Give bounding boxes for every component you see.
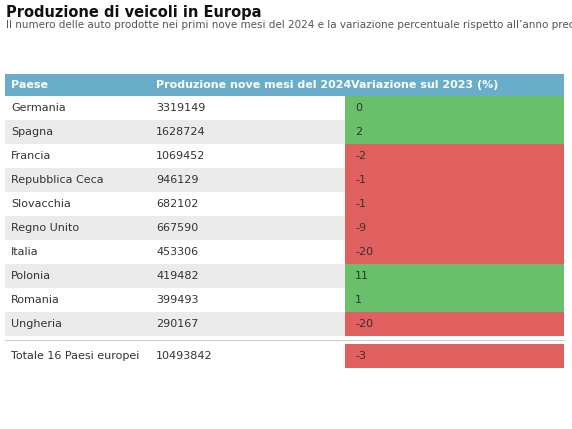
FancyBboxPatch shape [345, 288, 564, 312]
Text: 11: 11 [355, 271, 369, 281]
Text: Variazione sul 2023 (%): Variazione sul 2023 (%) [351, 80, 498, 90]
Text: 10493842: 10493842 [156, 351, 213, 361]
FancyBboxPatch shape [5, 264, 345, 288]
Text: Spagna: Spagna [11, 127, 53, 137]
FancyBboxPatch shape [5, 74, 564, 96]
Text: -20: -20 [355, 247, 373, 257]
Text: Il numero delle auto prodotte nei primi nove mesi del 2024 e la variazione perce: Il numero delle auto prodotte nei primi … [6, 20, 572, 30]
Text: -9: -9 [355, 223, 366, 233]
FancyBboxPatch shape [345, 264, 564, 288]
Text: Totale 16 Paesi europei: Totale 16 Paesi europei [11, 351, 140, 361]
FancyBboxPatch shape [5, 96, 345, 120]
FancyBboxPatch shape [5, 192, 345, 216]
FancyBboxPatch shape [345, 344, 564, 368]
Text: 2: 2 [355, 127, 362, 137]
FancyBboxPatch shape [5, 288, 345, 312]
Text: 3319149: 3319149 [156, 103, 205, 113]
Text: -20: -20 [355, 319, 373, 329]
Text: Paese: Paese [11, 80, 48, 90]
Text: Ungheria: Ungheria [11, 319, 62, 329]
Text: Produzione nove mesi del 2024: Produzione nove mesi del 2024 [156, 80, 351, 90]
FancyBboxPatch shape [5, 240, 345, 264]
Text: Italia: Italia [11, 247, 39, 257]
FancyBboxPatch shape [345, 240, 564, 264]
Text: -3: -3 [355, 351, 366, 361]
Text: 453306: 453306 [156, 247, 198, 257]
FancyBboxPatch shape [345, 96, 564, 120]
Text: 1628724: 1628724 [156, 127, 205, 137]
FancyBboxPatch shape [345, 168, 564, 192]
FancyBboxPatch shape [345, 120, 564, 144]
FancyBboxPatch shape [345, 312, 564, 336]
Text: Regno Unito: Regno Unito [11, 223, 79, 233]
Text: 399493: 399493 [156, 295, 198, 305]
FancyBboxPatch shape [5, 144, 345, 168]
FancyBboxPatch shape [5, 344, 345, 368]
Text: 1: 1 [355, 295, 362, 305]
FancyBboxPatch shape [345, 144, 564, 168]
Text: Repubblica Ceca: Repubblica Ceca [11, 175, 104, 185]
Text: Germania: Germania [11, 103, 66, 113]
Text: Produzione di veicoli in Europa: Produzione di veicoli in Europa [6, 5, 261, 20]
Text: -2: -2 [355, 151, 366, 161]
FancyBboxPatch shape [345, 216, 564, 240]
Text: Polonia: Polonia [11, 271, 51, 281]
Text: 946129: 946129 [156, 175, 198, 185]
FancyBboxPatch shape [5, 120, 345, 144]
Text: -1: -1 [355, 199, 366, 209]
Text: 290167: 290167 [156, 319, 198, 329]
Text: 682102: 682102 [156, 199, 198, 209]
Text: 0: 0 [355, 103, 362, 113]
Text: -1: -1 [355, 175, 366, 185]
FancyBboxPatch shape [5, 168, 345, 192]
Text: 419482: 419482 [156, 271, 198, 281]
Text: 1069452: 1069452 [156, 151, 205, 161]
FancyBboxPatch shape [5, 216, 345, 240]
Text: Slovacchia: Slovacchia [11, 199, 71, 209]
Text: 667590: 667590 [156, 223, 198, 233]
FancyBboxPatch shape [5, 312, 345, 336]
Text: Francia: Francia [11, 151, 51, 161]
Text: Romania: Romania [11, 295, 60, 305]
FancyBboxPatch shape [345, 192, 564, 216]
